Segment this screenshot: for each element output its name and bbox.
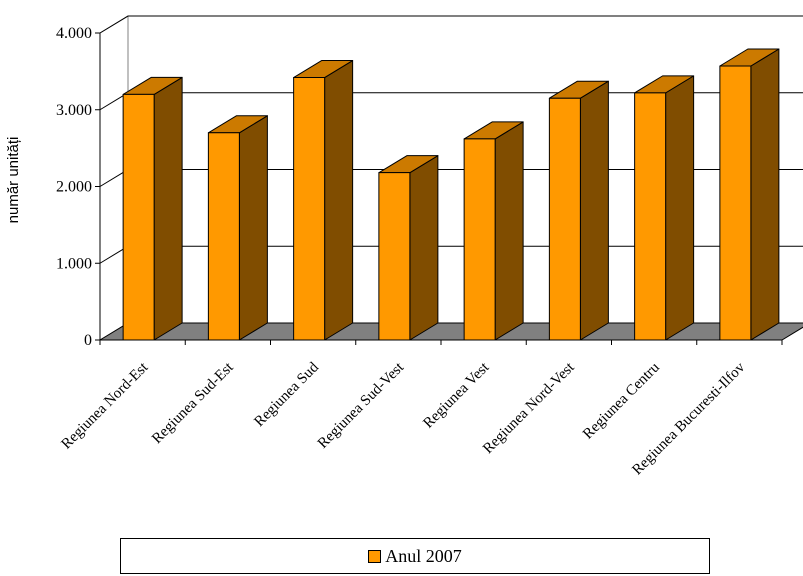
- y-tick-label: 1.000: [56, 255, 92, 272]
- bar: [378, 155, 439, 341]
- bar-side: [665, 75, 695, 341]
- gridline: [99, 169, 803, 187]
- bar-front: [293, 77, 326, 341]
- y-tick-label: 0: [84, 332, 92, 349]
- bar-front: [207, 132, 240, 341]
- bar-side: [238, 115, 268, 341]
- legend-swatch: [368, 549, 382, 563]
- bar-side: [409, 155, 439, 341]
- y-tick-label: 3.000: [56, 102, 92, 119]
- back-wall: [99, 15, 803, 341]
- x-tick-label: Regiunea Sud-Est: [149, 359, 237, 447]
- bar: [293, 60, 354, 341]
- x-tick-label: Regiunea Nord-Vest: [480, 359, 578, 457]
- bar-side: [579, 80, 609, 341]
- bar: [548, 80, 609, 341]
- legend: Anul 2007: [120, 538, 710, 574]
- bar-side: [324, 60, 354, 341]
- y-tick-label: 2.000: [56, 179, 92, 196]
- gridline: [99, 15, 803, 34]
- bar-front: [634, 92, 667, 341]
- bars: [122, 48, 780, 341]
- x-tick-label: Regiunea Sud-Vest: [315, 359, 408, 452]
- gridlines: [99, 15, 803, 264]
- chart-walls: [99, 15, 803, 341]
- y-axis-title: număr unități: [5, 137, 22, 224]
- legend-label: Anul 2007: [385, 545, 462, 566]
- y-tick-label: 4.000: [56, 25, 92, 42]
- bar: [634, 75, 695, 341]
- gridline: [99, 245, 803, 264]
- bar-front: [122, 93, 155, 341]
- bar: [207, 115, 268, 341]
- gridline: [99, 92, 803, 111]
- bar-side: [153, 76, 183, 341]
- bar-front: [548, 97, 581, 341]
- chart-floor: [98, 322, 803, 341]
- bar-front: [378, 172, 411, 341]
- x-tick-label: Regiunea Centru: [580, 359, 663, 442]
- bar: [463, 121, 524, 341]
- x-tick-label: Regiunea Vest: [420, 359, 493, 432]
- x-tick-label: Regiunea Nord-Est: [59, 359, 152, 452]
- bar-side: [750, 48, 780, 341]
- floor-plane: [98, 322, 803, 341]
- bar: [719, 48, 780, 341]
- x-tick-label: Regiunea Sud: [251, 359, 322, 430]
- bar-front: [719, 65, 752, 341]
- bar-front: [463, 138, 496, 341]
- bar-side: [494, 121, 524, 341]
- bar: [122, 76, 183, 341]
- y-tick-labels: 0 1.000 2.000 3.000 4.000: [56, 25, 92, 349]
